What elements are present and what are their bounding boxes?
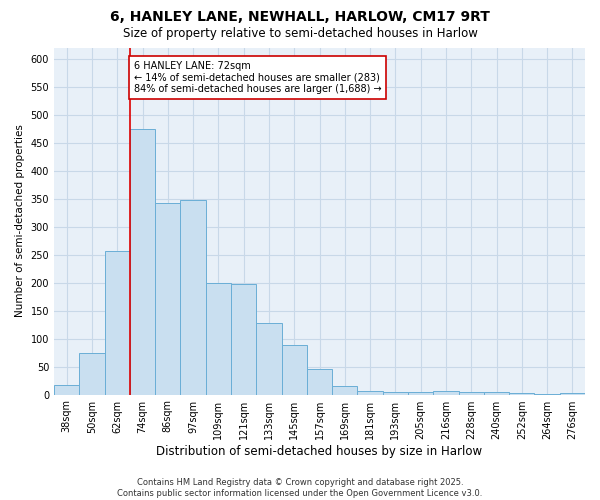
Bar [104,250,130,394]
Text: 6, HANLEY LANE, NEWHALL, HARLOW, CM17 9RT: 6, HANLEY LANE, NEWHALL, HARLOW, CM17 9R… [110,10,490,24]
Text: Contains HM Land Registry data © Crown copyright and database right 2025.
Contai: Contains HM Land Registry data © Crown c… [118,478,482,498]
Bar [281,346,307,395]
X-axis label: Distribution of semi-detached houses by size in Harlow: Distribution of semi-detached houses by … [157,444,482,458]
Bar [130,128,155,394]
Y-axis label: Number of semi-detached properties: Number of semi-detached properties [15,124,25,318]
Bar [155,203,181,394]
Bar [358,390,383,394]
Bar [484,392,509,394]
Text: Size of property relative to semi-detached houses in Harlow: Size of property relative to semi-detach… [122,28,478,40]
Text: 6 HANLEY LANE: 72sqm
← 14% of semi-detached houses are smaller (283)
84% of semi: 6 HANLEY LANE: 72sqm ← 14% of semi-detac… [134,61,382,94]
Bar [231,284,256,395]
Bar [408,392,433,394]
Bar [458,392,484,394]
Bar [206,282,231,395]
Bar [383,392,408,394]
Bar [332,386,358,394]
Bar [54,384,79,394]
Bar [307,369,332,394]
Bar [79,352,104,395]
Bar [181,200,206,394]
Bar [256,323,281,394]
Bar [433,390,458,394]
